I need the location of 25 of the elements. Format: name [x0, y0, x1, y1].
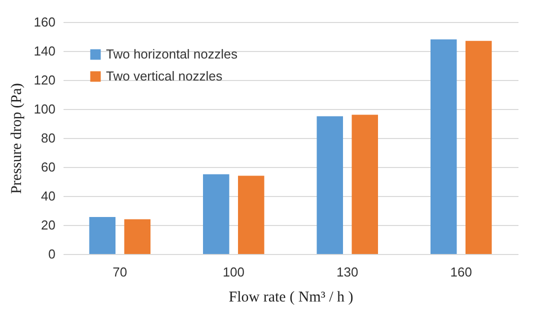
bar — [352, 114, 378, 254]
bar — [89, 217, 116, 254]
y-tick-label: 160 — [34, 14, 56, 30]
y-tick-label: 80 — [41, 130, 56, 146]
y-tick-label: 20 — [41, 218, 56, 232]
bar — [316, 116, 343, 254]
bar — [466, 40, 492, 254]
y-tick-label: 40 — [41, 188, 56, 204]
x-axis-title: Flow rate ( Nm³ / h ) — [228, 290, 354, 306]
legend-label: Two vertical nozzles — [106, 68, 223, 84]
y-axis-title: Pressure drop (Pa) — [8, 83, 25, 194]
bar — [203, 174, 230, 254]
bar — [124, 219, 150, 254]
x-tick-label: 100 — [222, 264, 244, 280]
y-tick-label: 140 — [34, 44, 56, 58]
x-tick-label: 70 — [112, 264, 128, 280]
y-tick-label: 0 — [48, 246, 56, 262]
y-tick-label: 100 — [34, 102, 56, 116]
bar — [430, 39, 457, 254]
y-tick-label: 120 — [34, 72, 56, 88]
x-tick-label: 130 — [336, 264, 358, 280]
bar — [238, 176, 264, 254]
legend-label: Two horizontal nozzles — [106, 46, 238, 62]
y-tick-label: 60 — [41, 160, 56, 174]
x-tick-label: 160 — [450, 264, 472, 280]
